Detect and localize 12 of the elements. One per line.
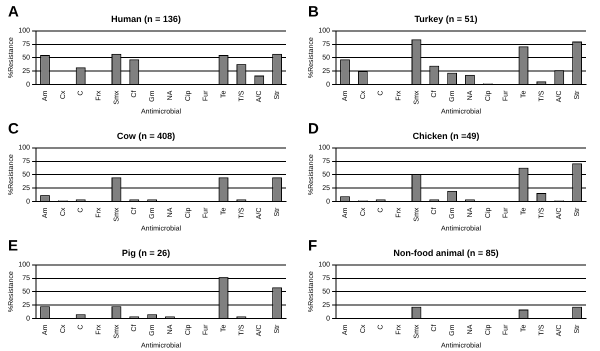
text: B [308,4,319,21]
chart-title: Pig (n = 26) [122,248,170,258]
chart-title: Turkey (n = 51) [414,14,478,24]
text: C [8,120,19,138]
text: F [308,238,318,255]
chart-title: Chicken (n =49) [412,130,480,141]
chart-title: Non-food animal (n = 85) [393,248,499,258]
text: D [308,120,319,138]
text: E [8,238,18,255]
chart-title: Human (n = 136) [111,14,181,24]
chart-title: Cow (n = 408) [116,130,176,141]
text: A [8,4,19,21]
